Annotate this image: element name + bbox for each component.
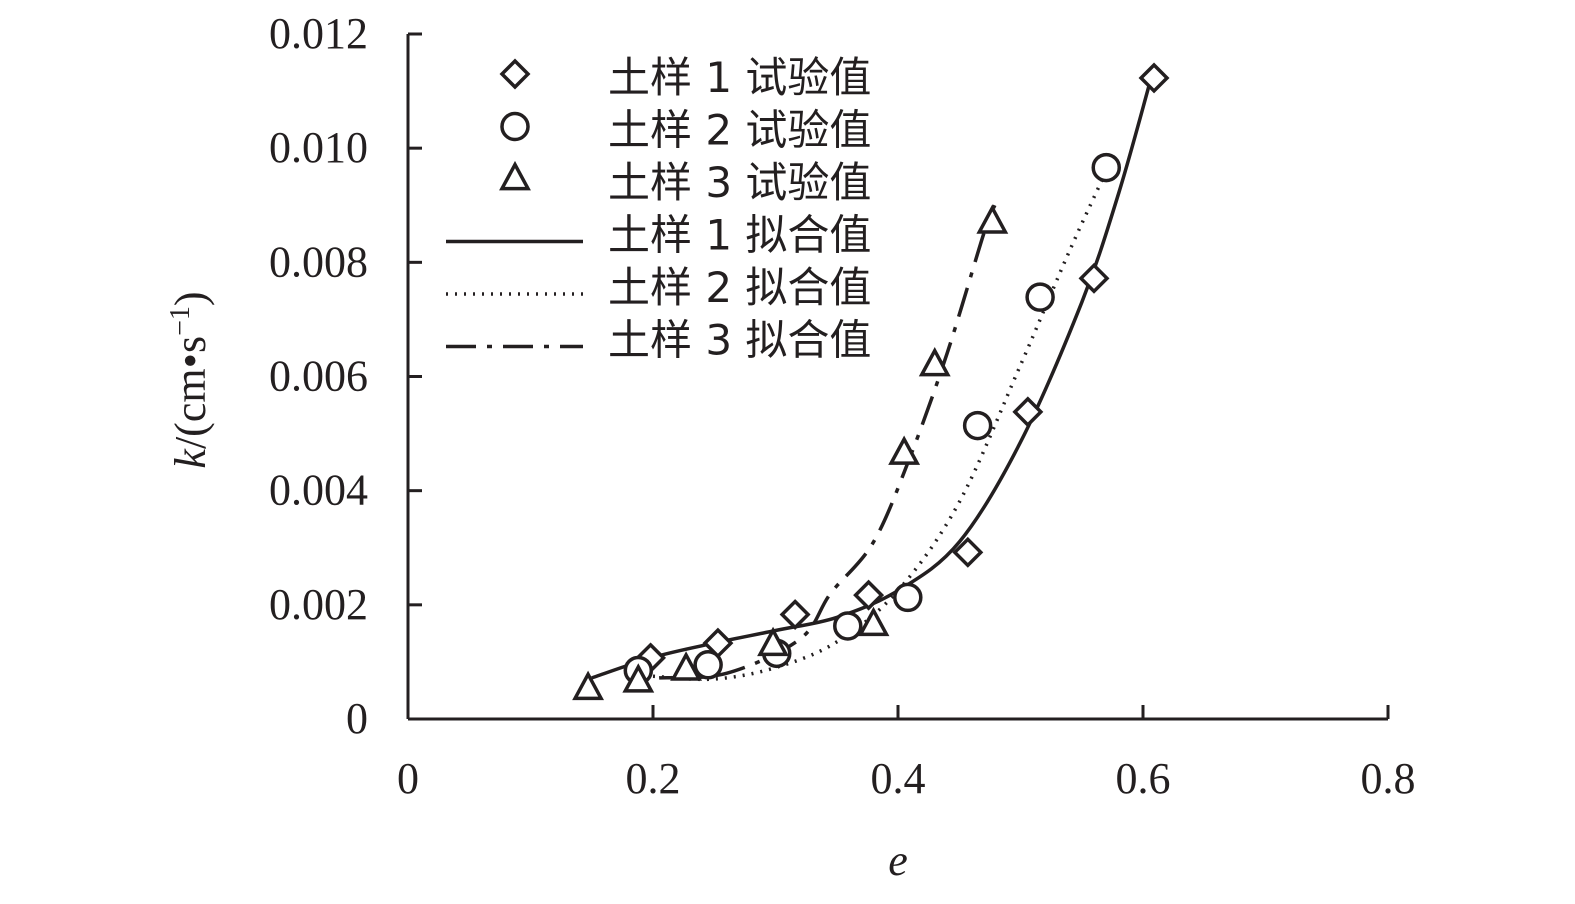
legend-label: 土样 3 试验值 — [608, 158, 871, 207]
fit-line-2 — [652, 170, 1108, 682]
legend-circle-icon — [500, 111, 530, 142]
legend-diamond-icon — [499, 58, 531, 90]
legend-label: 土样 1 试验值 — [608, 53, 871, 102]
y-tick-label: 0.012 — [269, 9, 368, 58]
y-axis-symbol: k — [166, 448, 215, 469]
y-tick-label: 0.006 — [269, 352, 368, 401]
circle-marker — [1025, 282, 1055, 312]
y-tick-label: 0 — [346, 694, 368, 743]
data-markers — [572, 62, 1170, 701]
legend-label: 土样 3 拟合值 — [608, 316, 871, 365]
x-tick-label: 0.2 — [626, 754, 681, 803]
y-axis-unit-dot: • — [166, 353, 215, 368]
y-axis-title: k/(cm•s−1) — [165, 291, 215, 468]
x-tick-label: 0 — [397, 754, 419, 803]
x-tick-label: 0.4 — [871, 754, 926, 803]
triangle-marker — [857, 606, 890, 637]
diamond-marker — [779, 599, 811, 631]
diamond-marker — [952, 536, 984, 568]
diamond-marker — [1012, 396, 1044, 428]
diamond-marker — [1138, 62, 1170, 94]
legend-label: 土样 2 拟合值 — [608, 263, 871, 312]
circle-marker — [833, 611, 863, 641]
diamond-marker — [1078, 262, 1110, 294]
triangle-marker — [757, 626, 789, 657]
triangle-marker — [918, 347, 951, 377]
circle-marker — [1091, 152, 1121, 183]
circle-marker — [962, 410, 993, 441]
y-tick-label: 0.002 — [269, 580, 368, 629]
diamond-marker — [853, 579, 885, 611]
y-axis-unit-s: s — [166, 336, 215, 353]
circle-marker — [693, 650, 723, 680]
axes — [406, 32, 1390, 721]
legend-triangle-icon — [499, 160, 531, 191]
tick-labels: 0 0.002 0.004 0.006 0.008 0.010 0.012 0 0.2 0.4 0.… — [269, 9, 1416, 803]
triangle-marker — [622, 663, 655, 693]
y-tick-label: 0.008 — [269, 237, 368, 286]
y-axis-unit-open: /(cm — [166, 368, 215, 449]
legend-label: 土样 1 拟合值 — [608, 211, 871, 260]
y-tick-label: 0.004 — [269, 466, 368, 515]
circle-marker — [893, 582, 923, 613]
legend-label: 土样 2 试验值 — [608, 106, 871, 155]
triangle-marker — [976, 204, 1009, 234]
x-tick-label: 0.6 — [1116, 754, 1171, 803]
x-axis-title: e — [888, 836, 908, 885]
y-axis-unit-close: ) — [166, 291, 215, 306]
triangle-marker — [888, 435, 921, 465]
y-tick-label: 0.010 — [269, 123, 368, 172]
x-tick-label: 0.8 — [1361, 754, 1416, 803]
triangle-marker — [572, 670, 605, 701]
triangle-marker — [670, 651, 703, 681]
fit-line-3 — [658, 204, 997, 680]
y-axis-unit-exponent: −1 — [165, 306, 196, 336]
